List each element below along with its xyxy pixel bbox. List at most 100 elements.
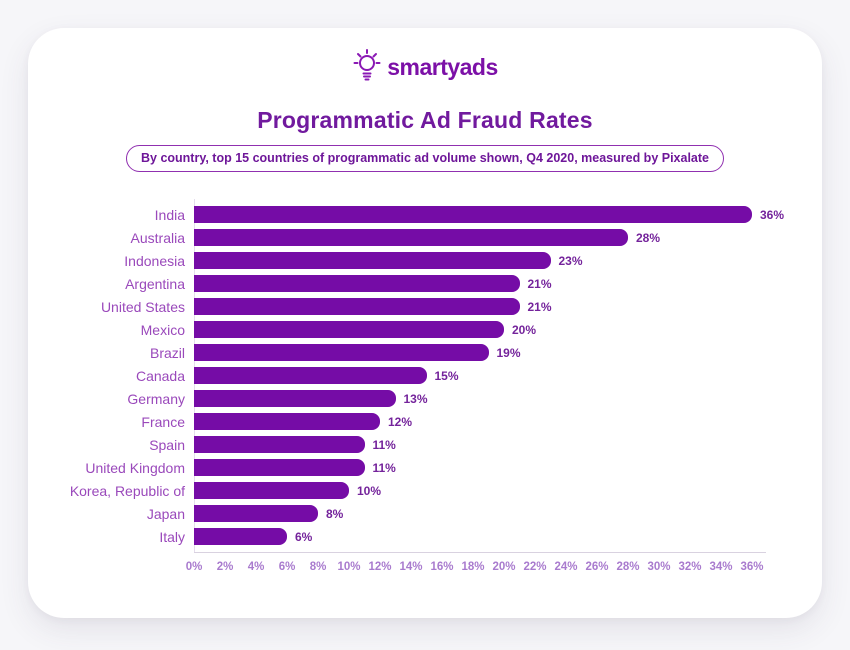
bar-track: 36% xyxy=(194,206,784,223)
bar-fill xyxy=(194,413,380,430)
page-title: Programmatic Ad Fraud Rates xyxy=(257,107,593,133)
bar-track: 8% xyxy=(194,505,752,522)
x-axis-tick-label: 34% xyxy=(709,561,733,573)
bar-value-label: 21% xyxy=(527,299,552,314)
lightbulb-icon xyxy=(352,46,382,89)
bar-category-label: Japan xyxy=(146,505,185,522)
bar-track: 12% xyxy=(194,413,752,430)
bar-fill xyxy=(194,275,520,292)
bar-category-label: Indonesia xyxy=(124,252,185,269)
bar-track: 10% xyxy=(194,482,752,499)
bar-row: Canada 15% xyxy=(28,364,822,387)
x-axis-tick-label: 0% xyxy=(185,561,203,573)
bar-value-label: 11% xyxy=(372,460,396,475)
bar-fill xyxy=(194,321,504,338)
bar-row: Korea, Republic of 10% xyxy=(28,479,822,502)
x-axis-tick-label: 14% xyxy=(399,561,423,573)
bar-row: Australia 28% xyxy=(28,226,822,249)
bar-row: Spain 11% xyxy=(28,433,822,456)
bar-track: 21% xyxy=(194,275,752,292)
bar-row: Germany 13% xyxy=(28,387,822,410)
bar-category-label: United Kingdom xyxy=(85,459,185,476)
chart-subtitle-badge: By country, top 15 countries of programm… xyxy=(126,145,724,172)
bar-value-label: 10% xyxy=(357,483,382,498)
x-axis-tick-label: 18% xyxy=(461,561,485,573)
x-axis-ticks: 0% 2% 4% 6% 8% 10% 12% 14% 16% 18% 20% 22% 24% 26% 28%… xyxy=(186,561,764,579)
x-axis-tick-label: 22% xyxy=(523,561,547,573)
bar-category-label: Korea, Republic of xyxy=(69,482,185,499)
bar-fill xyxy=(194,298,520,315)
bar-chart: India 36% Australia 28% Indonesia 23% Argentin… xyxy=(28,199,822,579)
bar-category-label: Argentina xyxy=(125,275,185,292)
x-axis-tick-label: 36% xyxy=(740,561,764,573)
bar-row: Indonesia 23% xyxy=(28,249,822,272)
bar-fill xyxy=(194,344,489,361)
bar-value-label: 36% xyxy=(760,207,785,222)
bar-fill xyxy=(194,459,365,476)
x-axis-line xyxy=(194,552,766,553)
bar-fill xyxy=(194,528,287,545)
x-axis-tick-label: 4% xyxy=(247,561,265,573)
bar-fill xyxy=(194,436,365,453)
bar-track: 20% xyxy=(194,321,752,338)
bar-row: France 12% xyxy=(28,410,822,433)
bar-value-label: 13% xyxy=(403,391,428,406)
bar-track: 15% xyxy=(194,367,752,384)
x-axis-tick-label: 24% xyxy=(554,561,578,573)
bar-category-label: France xyxy=(141,413,185,430)
x-axis-tick-label: 26% xyxy=(585,561,609,573)
bar-track: 11% xyxy=(194,459,752,476)
bar-value-label: 12% xyxy=(387,414,413,429)
bar-row: Brazil 19% xyxy=(28,341,822,364)
bar-row: Italy 6% xyxy=(28,525,822,548)
bar-category-label: Spain xyxy=(149,436,185,453)
x-axis-tick-label: 20% xyxy=(492,561,516,573)
bar-category-label: Brazil xyxy=(149,344,185,361)
x-axis-tick-label: 8% xyxy=(309,561,327,573)
bar-track: 19% xyxy=(194,344,752,361)
bar-track: 11% xyxy=(194,436,752,453)
bar-value-label: 19% xyxy=(496,345,521,360)
bar-value-label: 28% xyxy=(636,230,661,245)
logo: smartyads xyxy=(28,28,822,89)
bar-category-label: Australia xyxy=(130,229,185,246)
bar-fill xyxy=(194,482,349,499)
x-axis-tick-label: 30% xyxy=(647,561,671,573)
bar-track: 23% xyxy=(194,252,752,269)
bar-track: 6% xyxy=(194,528,752,545)
bar-fill xyxy=(194,229,628,246)
bar-row: Argentina 21% xyxy=(28,272,822,295)
x-axis-tick-label: 10% xyxy=(337,561,361,573)
x-axis-tick-label: 2% xyxy=(216,561,234,573)
x-axis-tick-label: 6% xyxy=(278,561,296,573)
bar-value-label: 20% xyxy=(512,322,537,337)
bar-fill xyxy=(194,206,752,223)
bar-value-label: 11% xyxy=(372,437,396,452)
x-axis-tick-label: 12% xyxy=(368,561,392,573)
bar-category-label: Mexico xyxy=(140,321,185,338)
bar-value-label: 21% xyxy=(527,276,552,291)
bar-fill xyxy=(194,367,427,384)
bar-category-label: Italy xyxy=(159,528,185,545)
bar-row: United States 21% xyxy=(28,295,822,318)
bar-category-label: Canada xyxy=(135,367,185,384)
bar-fill xyxy=(194,390,396,407)
bar-category-label: United States xyxy=(100,298,185,315)
infographic-card: smartyads Programmatic Ad Fraud Rates By… xyxy=(28,28,822,618)
x-axis-tick-label: 32% xyxy=(678,561,702,573)
bar-track: 28% xyxy=(194,229,752,246)
bar-value-label: 15% xyxy=(434,368,459,383)
bar-track: 13% xyxy=(194,390,752,407)
bar-track: 21% xyxy=(194,298,752,315)
bar-fill xyxy=(194,505,318,522)
chart-rows: India 36% Australia 28% Indonesia 23% Argentin… xyxy=(28,199,822,553)
bar-row: Japan 8% xyxy=(28,502,822,525)
bar-fill xyxy=(194,252,551,269)
bar-row: Mexico 20% xyxy=(28,318,822,341)
x-axis-tick-label: 16% xyxy=(430,561,454,573)
logo-text: smartyads xyxy=(387,54,498,80)
bar-category-label: India xyxy=(154,206,185,223)
bar-value-label: 6% xyxy=(294,529,313,544)
bar-category-label: Germany xyxy=(127,390,185,407)
bar-row: India 36% xyxy=(28,203,822,226)
